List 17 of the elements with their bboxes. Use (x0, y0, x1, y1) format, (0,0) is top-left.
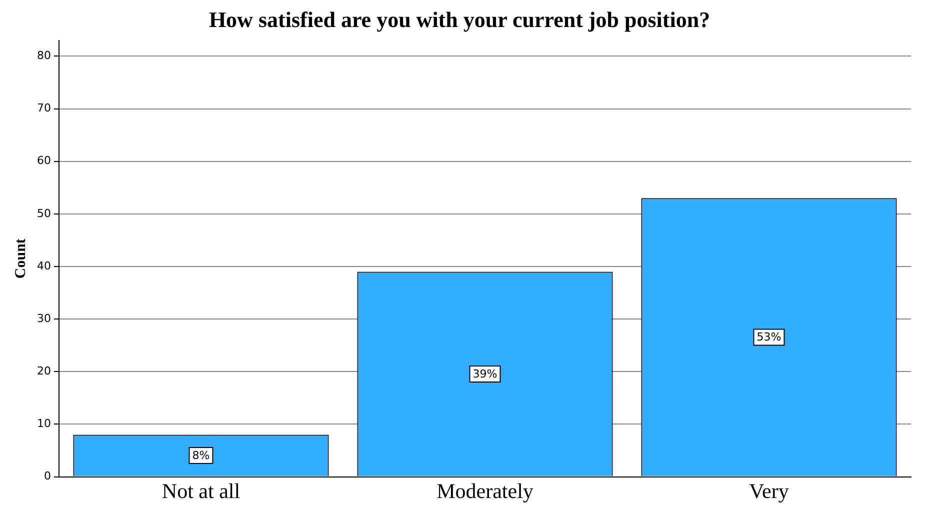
y-tick-label: 80 (36, 49, 51, 62)
y-tick-label: 40 (36, 259, 51, 272)
y-tick-label: 60 (36, 154, 51, 168)
data-label: 8% (192, 448, 210, 462)
y-tick-label: 20 (36, 364, 51, 378)
y-tick-label: 50 (36, 206, 51, 220)
x-tick-label: Not at all (162, 478, 240, 503)
data-label: 39% (472, 367, 498, 380)
x-tick-label: Very (749, 478, 790, 503)
x-tick-label: Moderately (436, 478, 534, 503)
y-tick-label: 30 (36, 312, 51, 325)
y-tick-label: 0 (44, 470, 51, 483)
y-axis-title: Count (12, 238, 29, 279)
chart-title: How satisfied are you with your current job position? (208, 6, 710, 32)
y-tick-label: 70 (36, 102, 51, 115)
y-tick-label: 10 (36, 417, 51, 430)
data-label: 53% (756, 330, 782, 344)
